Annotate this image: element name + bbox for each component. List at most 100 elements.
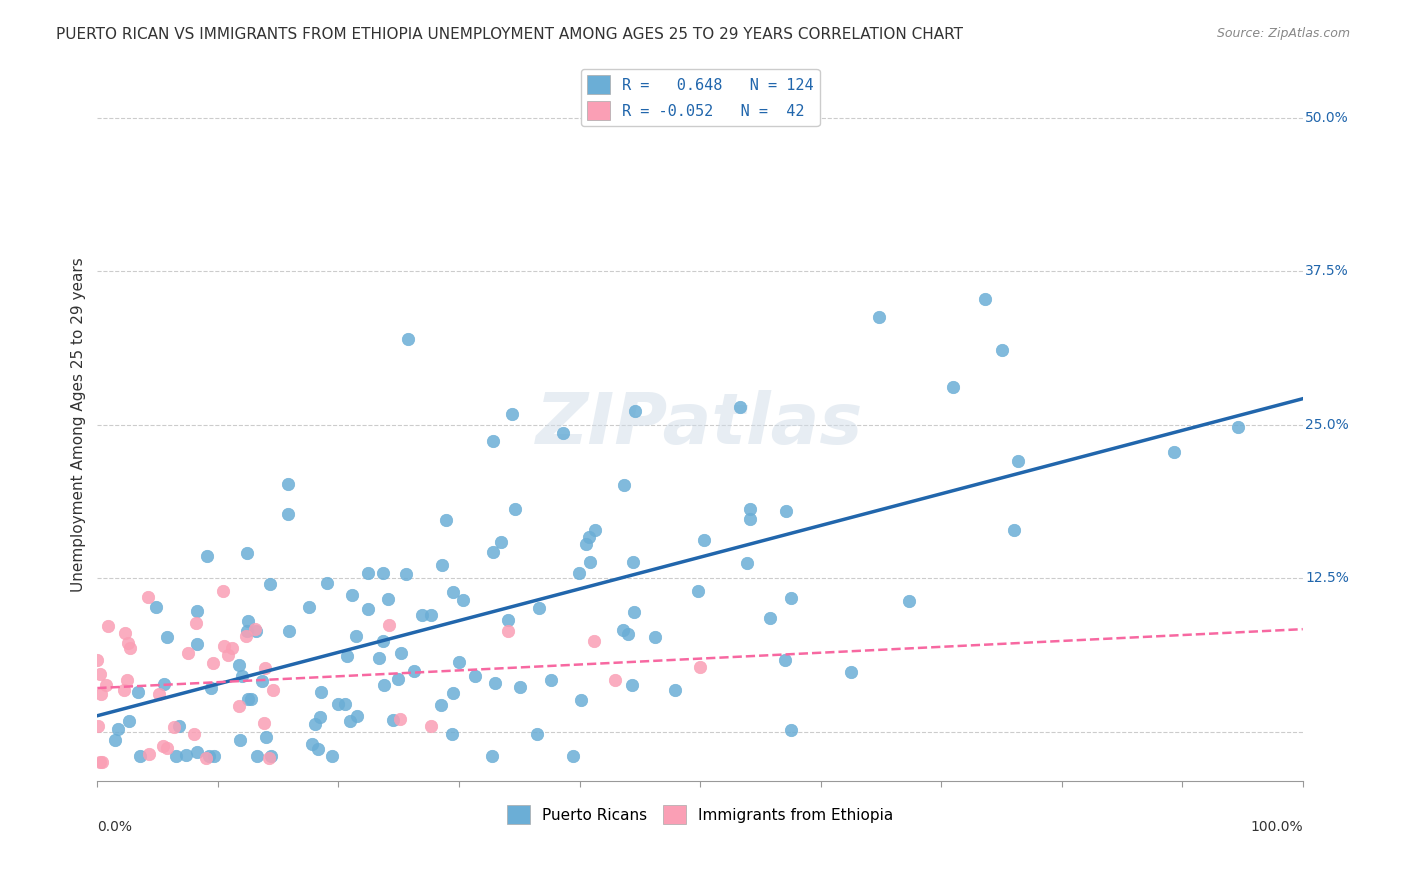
Point — [501, 407, 523, 421]
Point — [991, 343, 1014, 357]
Point — [117, 673, 139, 687]
Point — [603, 673, 626, 687]
Point — [316, 576, 339, 591]
Point — [239, 691, 262, 706]
Point — [775, 504, 797, 518]
Point — [441, 585, 464, 599]
Point — [336, 648, 359, 663]
Point — [367, 650, 389, 665]
Point — [254, 661, 277, 675]
Point — [195, 549, 218, 563]
Point — [973, 292, 995, 306]
Point — [1163, 445, 1185, 459]
Point — [89, 667, 111, 681]
Text: 37.5%: 37.5% — [1305, 264, 1348, 278]
Point — [1002, 523, 1025, 537]
Point — [346, 708, 368, 723]
Text: Source: ZipAtlas.com: Source: ZipAtlas.com — [1216, 27, 1350, 40]
Point — [411, 608, 433, 623]
Point — [430, 558, 453, 573]
Point — [243, 622, 266, 636]
Point — [942, 380, 965, 394]
Point — [582, 633, 605, 648]
Point — [309, 710, 332, 724]
Point — [839, 665, 862, 680]
Point — [562, 749, 585, 764]
Point — [574, 537, 596, 551]
Point — [235, 629, 257, 643]
Point — [156, 741, 179, 756]
Point — [644, 630, 666, 644]
Point — [183, 727, 205, 741]
Point — [277, 624, 299, 638]
Point — [489, 535, 512, 549]
Point — [153, 677, 176, 691]
Point — [740, 512, 762, 526]
Text: 50.0%: 50.0% — [1305, 111, 1348, 125]
Point — [481, 545, 503, 559]
Point — [309, 685, 332, 699]
Point — [388, 713, 411, 727]
Point — [567, 566, 589, 580]
Point — [773, 653, 796, 667]
Point — [104, 732, 127, 747]
Point — [623, 606, 645, 620]
Point — [335, 697, 357, 711]
Point — [212, 640, 235, 654]
Point — [1226, 420, 1249, 434]
Point — [114, 626, 136, 640]
Point — [540, 673, 562, 688]
Point — [509, 680, 531, 694]
Point — [692, 533, 714, 547]
Point — [529, 601, 551, 615]
Point — [138, 747, 160, 762]
Point — [198, 749, 221, 764]
Point — [623, 555, 645, 569]
Point — [496, 624, 519, 639]
Point — [344, 629, 367, 643]
Point — [86, 653, 108, 667]
Point — [496, 613, 519, 627]
Point — [441, 727, 464, 741]
Point — [118, 640, 141, 655]
Point — [620, 678, 643, 692]
Point — [304, 716, 326, 731]
Text: 12.5%: 12.5% — [1305, 571, 1348, 585]
Point — [89, 755, 111, 769]
Point — [253, 715, 276, 730]
Point — [277, 507, 299, 521]
Point — [613, 477, 636, 491]
Point — [373, 634, 395, 648]
Point — [236, 691, 259, 706]
Point — [94, 678, 117, 692]
Point — [167, 719, 190, 733]
Point — [298, 600, 321, 615]
Point — [395, 567, 418, 582]
Point — [434, 513, 457, 527]
Point — [277, 476, 299, 491]
Point — [664, 682, 686, 697]
Point — [245, 624, 267, 638]
Point — [195, 751, 218, 765]
Point — [441, 686, 464, 700]
Point — [503, 501, 526, 516]
Point — [740, 502, 762, 516]
Point — [117, 636, 139, 650]
Point — [357, 566, 380, 581]
Point — [252, 674, 274, 689]
Point — [112, 683, 135, 698]
Point — [200, 681, 222, 696]
Point — [262, 682, 284, 697]
Point — [612, 623, 634, 637]
Point — [382, 713, 405, 727]
Point — [387, 672, 409, 686]
Point — [447, 655, 470, 669]
Point — [301, 737, 323, 751]
Point — [377, 592, 399, 607]
Point — [257, 751, 280, 765]
Point — [107, 722, 129, 736]
Point — [118, 714, 141, 728]
Point — [551, 425, 574, 440]
Point — [129, 749, 152, 764]
Point — [419, 608, 441, 623]
